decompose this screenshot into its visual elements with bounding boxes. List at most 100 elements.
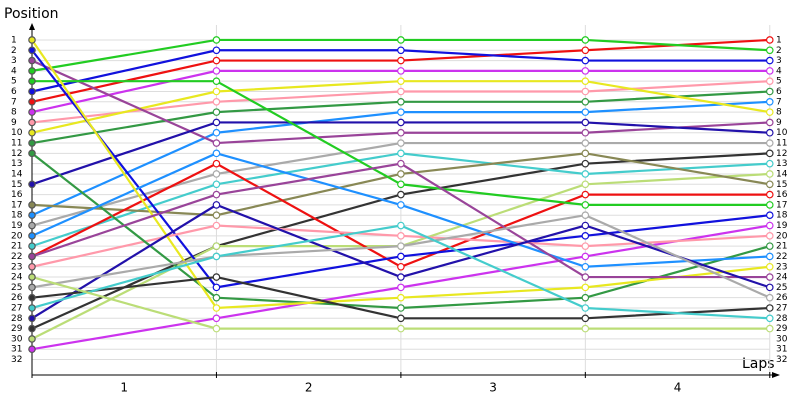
position-marker	[28, 221, 36, 230]
position-marker	[28, 335, 36, 343]
position-marker	[28, 201, 36, 209]
y-tick-label: 20	[11, 231, 23, 241]
position-marker	[397, 118, 405, 127]
position-marker	[397, 77, 405, 85]
position-marker	[28, 232, 36, 240]
position-marker	[765, 149, 774, 158]
position-marker	[28, 211, 36, 220]
position-marker	[581, 262, 590, 271]
y-tick-label: 24	[11, 273, 23, 283]
y-tick-label: 18	[11, 211, 23, 221]
position-marker	[397, 314, 405, 323]
position-marker	[212, 324, 221, 333]
position-marker	[28, 87, 36, 96]
position-marker	[212, 314, 221, 323]
y-tick-label-right: 3	[776, 56, 782, 66]
position-marker	[28, 46, 36, 55]
y-tick-label-right: 12	[776, 149, 787, 159]
position-marker	[28, 314, 36, 323]
position-marker	[765, 273, 774, 281]
position-marker	[397, 87, 405, 96]
y-axis-arrow	[29, 23, 35, 30]
position-marker	[397, 46, 405, 55]
y-tick-label-right: 7	[776, 97, 782, 107]
y-tick-label-right: 18	[776, 211, 788, 221]
x-tick-label: 1	[120, 381, 128, 395]
position-marker	[581, 324, 590, 333]
position-marker	[212, 108, 221, 116]
y-tick-label-right: 28	[776, 314, 788, 324]
position-marker	[581, 211, 590, 220]
y-tick-label: 9	[11, 118, 17, 128]
position-marker	[765, 221, 774, 230]
position-marker	[581, 108, 590, 116]
y-tick-label: 19	[11, 221, 23, 231]
position-marker	[397, 36, 405, 44]
y-tick-label-right: 25	[776, 283, 787, 293]
position-marker	[581, 170, 590, 178]
position-marker	[581, 56, 590, 65]
position-marker	[212, 128, 221, 137]
position-marker	[581, 139, 590, 147]
position-marker	[765, 180, 774, 189]
position-marker	[765, 324, 774, 333]
y-tick-label-right: 32	[776, 355, 787, 365]
y-tick-label: 31	[11, 345, 22, 355]
y-tick-label: 3	[11, 56, 17, 66]
position-marker	[212, 283, 221, 292]
position-marker	[397, 283, 405, 292]
position-marker	[765, 283, 774, 292]
y-tick-label-right: 1	[776, 35, 782, 45]
position-marker	[397, 149, 405, 158]
position-marker	[765, 56, 774, 65]
position-marker	[212, 36, 221, 44]
position-marker	[765, 67, 774, 75]
position-marker	[581, 128, 590, 137]
y-tick-label-right: 4	[776, 66, 782, 76]
position-marker	[212, 118, 221, 127]
position-marker	[581, 232, 590, 240]
y-tick-label-right: 14	[776, 169, 788, 179]
position-marker	[28, 252, 36, 261]
position-marker	[212, 211, 221, 220]
position-marker	[765, 242, 774, 250]
position-marker	[212, 201, 221, 209]
position-marker	[28, 118, 36, 127]
position-marker	[28, 139, 36, 147]
position-marker	[397, 56, 405, 65]
y-tick-label-right: 5	[776, 77, 782, 87]
position-marker	[28, 293, 36, 302]
position-marker	[765, 77, 774, 85]
position-marker	[212, 190, 221, 199]
position-marker	[28, 36, 36, 44]
position-marker	[581, 252, 590, 261]
y-tick-label: 8	[11, 108, 17, 118]
position-marker	[765, 118, 774, 127]
position-marker	[581, 201, 590, 209]
y-tick-label-right: 2	[776, 46, 782, 56]
position-marker	[765, 46, 774, 55]
position-marker	[28, 77, 36, 85]
position-marker	[212, 77, 221, 85]
y-tick-label-right: 9	[776, 118, 782, 128]
y-tick-label: 16	[11, 190, 23, 200]
y-axis-title: Position	[4, 6, 59, 22]
position-marker	[397, 98, 405, 106]
y-tick-label: 13	[11, 159, 22, 169]
position-marker	[397, 170, 405, 178]
x-tick-label: 2	[305, 381, 313, 395]
position-marker	[212, 180, 221, 189]
position-marker	[28, 345, 36, 354]
position-marker	[397, 324, 405, 333]
position-marker	[397, 108, 405, 116]
y-tick-label: 4	[11, 66, 17, 76]
y-tick-label: 14	[11, 169, 23, 179]
position-marker	[581, 87, 590, 96]
y-tick-label-right: 29	[776, 324, 788, 334]
y-tick-label-right: 20	[776, 231, 788, 241]
position-marker	[397, 232, 405, 240]
y-tick-label-right: 24	[776, 273, 788, 283]
position-marker	[212, 87, 221, 96]
y-tick-label: 22	[11, 252, 22, 262]
position-marker	[28, 149, 36, 158]
